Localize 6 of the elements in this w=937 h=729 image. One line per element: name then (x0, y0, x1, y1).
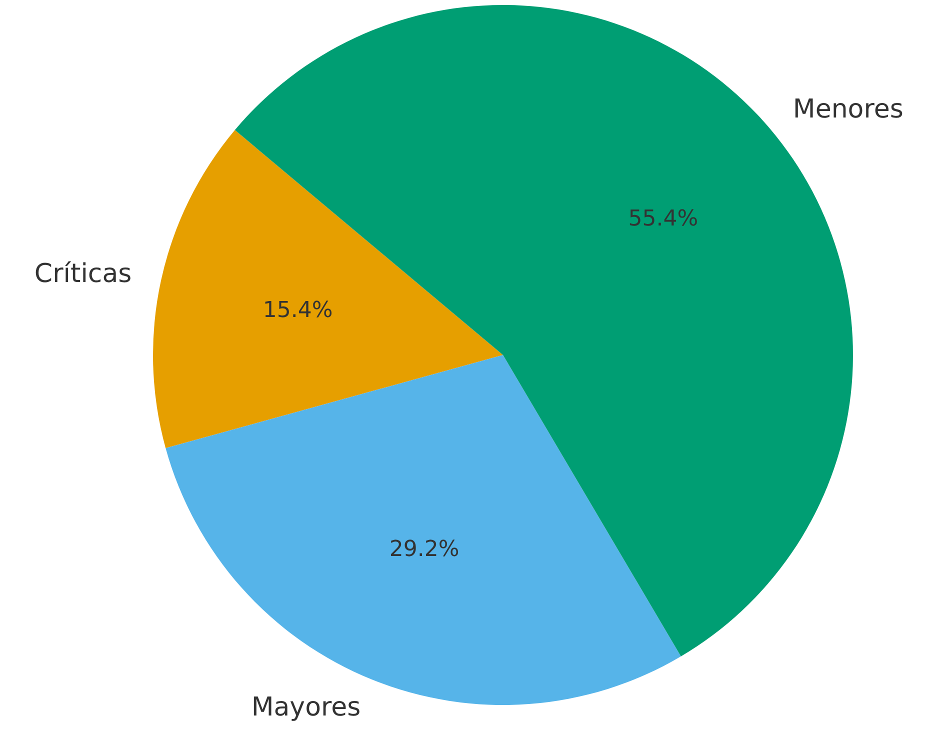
data-label: 55.4% (628, 206, 698, 232)
slice-label: Mayores (251, 692, 361, 722)
slice-label: Críticas (34, 259, 132, 290)
slice-label: Menores (792, 94, 904, 124)
data-label: 15.4% (262, 298, 333, 323)
data-label: 29.2% (389, 537, 460, 562)
